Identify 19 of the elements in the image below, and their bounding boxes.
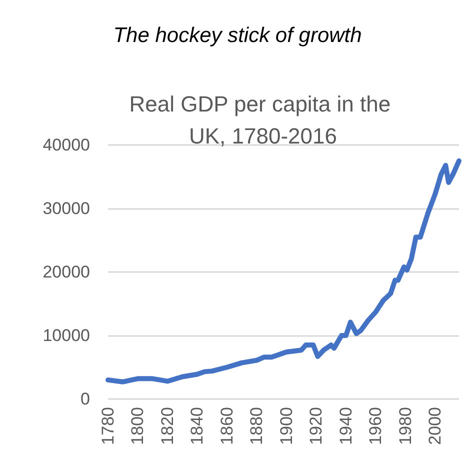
x-tick-label: 1900 [276, 407, 296, 445]
y-tick-label: 20000 [42, 262, 90, 282]
x-tick-label: 1920 [306, 407, 326, 445]
x-tick-label: 1980 [396, 407, 415, 445]
y-tick-label: 0 [80, 390, 90, 408]
x-tick-label: 1960 [366, 407, 386, 445]
y-tick-label: 40000 [42, 136, 90, 154]
chart-subtitle: Real GDP per capita in the UK, 1780-2016 [129, 92, 397, 148]
x-tick-label: 1820 [158, 407, 177, 445]
x-tick-label: 2000 [426, 407, 445, 445]
x-tick-label: 1860 [217, 407, 236, 445]
y-tick-label: 30000 [42, 199, 90, 218]
x-tick-label: 1800 [128, 407, 148, 445]
y-tick-label: 10000 [42, 326, 90, 345]
x-tick-label: 1840 [188, 407, 207, 445]
x-tick-label: 1780 [98, 407, 118, 445]
x-tick-label: 1940 [336, 407, 356, 445]
chart-title: The hockey stick of growth [113, 24, 362, 47]
x-tick-label: 1880 [247, 407, 266, 445]
